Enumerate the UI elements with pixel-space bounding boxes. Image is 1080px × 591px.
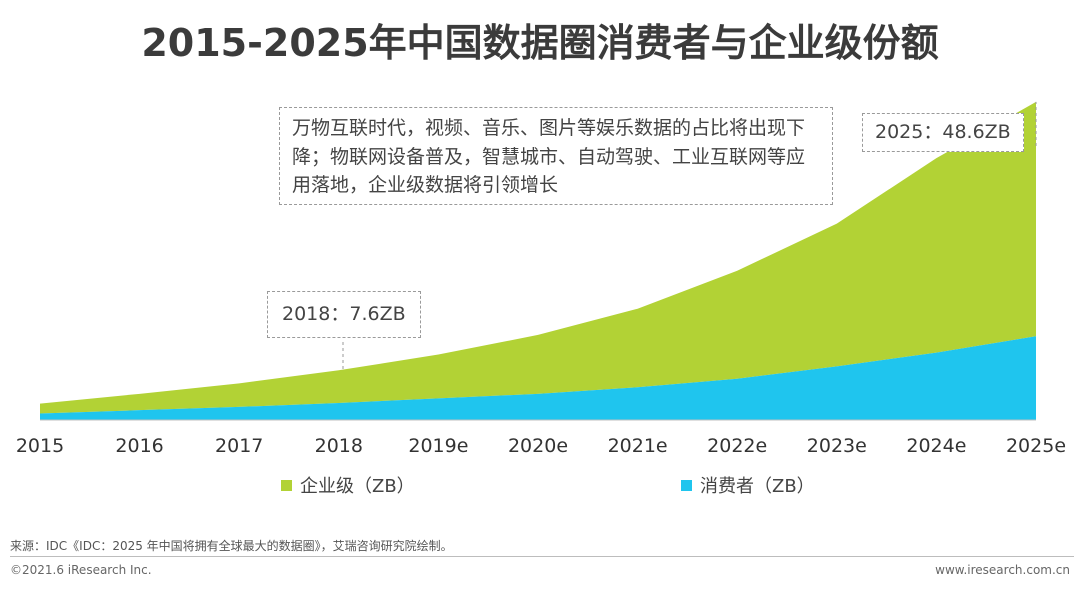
legend-swatch-enterprise bbox=[281, 479, 292, 491]
area-enterprise bbox=[40, 101, 1036, 414]
footer-divider bbox=[10, 556, 1074, 557]
legend-swatch-consumer bbox=[681, 479, 692, 491]
footer-copyright: ©2021.6 iResearch Inc. bbox=[10, 563, 152, 577]
annotation-2025: 2025：48.6ZB bbox=[862, 113, 1024, 152]
x-tick-label: 2020e bbox=[508, 435, 568, 457]
legend-enterprise: 企业级（ZB） bbox=[281, 472, 415, 498]
chart-title: 2015-2025年中国数据圈消费者与企业级份额 bbox=[141, 21, 939, 65]
x-tick-label: 2016 bbox=[115, 435, 163, 457]
x-tick-label: 2018 bbox=[315, 435, 363, 457]
footer-website: www.iresearch.com.cn bbox=[935, 563, 1070, 577]
x-tick-label: 2021e bbox=[608, 435, 668, 457]
x-tick-label: 2024e bbox=[906, 435, 966, 457]
legend-label-consumer: 消费者（ZB） bbox=[700, 476, 815, 497]
x-tick-label: 2025e bbox=[1006, 435, 1066, 457]
x-tick-label: 2019e bbox=[408, 435, 468, 457]
annotation-2018: 2018：7.6ZB bbox=[267, 291, 421, 338]
area-consumer bbox=[40, 336, 1036, 420]
x-tick-label: 2023e bbox=[807, 435, 867, 457]
legend-consumer: 消费者（ZB） bbox=[681, 472, 815, 498]
legend-label-enterprise: 企业级（ZB） bbox=[300, 476, 415, 497]
x-tick-label: 2022e bbox=[707, 435, 767, 457]
x-tick-label: 2017 bbox=[215, 435, 263, 457]
annotation-main: 万物互联时代，视频、音乐、图片等娱乐数据的占比将出现下降；物联网设备普及，智慧城… bbox=[279, 107, 833, 205]
x-tick-label: 2015 bbox=[16, 435, 64, 457]
footer-source: 来源：IDC《IDC：2025 年中国将拥有全球最大的数据圈》，艾瑞咨询研究院绘… bbox=[10, 539, 453, 553]
